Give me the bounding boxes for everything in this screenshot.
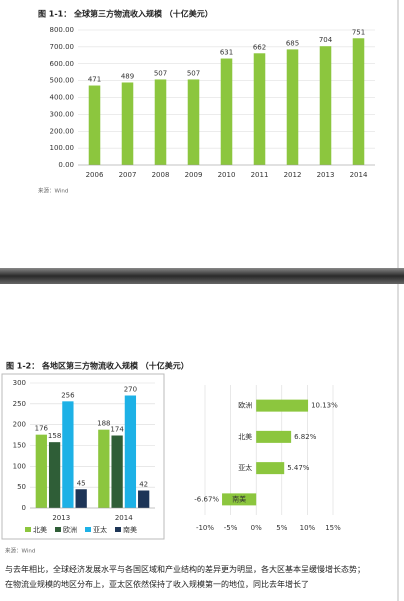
bar [124, 395, 137, 508]
data-label: 270 [124, 386, 137, 394]
data-label: 174 [110, 426, 124, 434]
data-label: 685 [286, 39, 299, 47]
x-tick-label: -10% [196, 524, 214, 532]
bar [256, 462, 285, 475]
y-tick-label: 700.00 [50, 43, 75, 51]
legend-label: 亚太 [93, 525, 107, 534]
y-tick-label: 600.00 [50, 60, 75, 68]
y-tick-label: 0.00 [58, 161, 74, 169]
bar [256, 399, 309, 412]
x-tick-label: 2006 [86, 171, 104, 179]
legend-label: 北美 [33, 525, 47, 534]
y-tick-label: 150 [13, 442, 26, 450]
category-label: 亚太 [238, 463, 252, 472]
chart-frame [1, 373, 165, 540]
x-tick-label: 2013 [52, 514, 70, 522]
x-tick-label: 2008 [152, 171, 170, 179]
data-label: 158 [48, 432, 61, 440]
y-tick-label: 50 [17, 483, 26, 491]
bar [222, 493, 257, 506]
category-label: 北美 [238, 432, 252, 441]
data-label: 507 [154, 69, 167, 77]
source: 来源：Wind [38, 187, 68, 195]
bar [187, 79, 200, 165]
y-tick-label: 100.00 [50, 144, 75, 152]
paragraph: 与去年相比，全球经济发展水平与各国区域和产业结构的差异更为明显，各大区基本呈缓慢… [5, 565, 365, 589]
data-label: 188 [97, 420, 110, 428]
data-label: 176 [35, 425, 49, 433]
chart-title: 图 1-2： 各地区第三方物流收入规模 （十亿美元） [6, 361, 189, 371]
chart-title: 图 1-1： 全球第三方物流收入规模 （十亿美元） [38, 9, 213, 19]
bar [220, 58, 233, 165]
legend-label: 欧洲 [63, 525, 77, 534]
bar [35, 434, 47, 508]
legend-swatch [25, 527, 31, 532]
x-tick-label: 2014 [350, 171, 368, 179]
data-label: 6.82% [294, 433, 317, 441]
legend-swatch [55, 527, 61, 532]
x-tick-label: 10% [300, 524, 316, 532]
y-tick-label: 200 [13, 421, 26, 429]
page-separator [0, 268, 404, 284]
legend-swatch [115, 527, 121, 532]
y-tick-label: 250 [13, 400, 26, 408]
x-tick-label: 2012 [284, 171, 302, 179]
x-tick-label: 2007 [119, 171, 137, 179]
data-label: 751 [352, 28, 365, 36]
bar [48, 442, 61, 508]
data-label: 10.13% [311, 402, 338, 410]
x-tick-label: 2013 [317, 171, 335, 179]
data-label: 5.47% [287, 464, 310, 472]
bar [111, 435, 123, 508]
legend-label: 南美 [123, 525, 137, 534]
y-tick-label: 300.00 [50, 110, 75, 118]
bar [256, 430, 292, 443]
x-tick-label: 2010 [218, 171, 236, 179]
x-tick-label: 2009 [185, 171, 203, 179]
bar [138, 490, 150, 508]
source: 来源：Wind [5, 547, 35, 555]
category-label: 南美 [232, 494, 246, 503]
x-tick-label: -5% [224, 524, 238, 532]
data-label: 631 [220, 49, 233, 57]
x-tick-label: 0% [251, 524, 262, 532]
y-tick-label: 800.00 [50, 26, 75, 34]
bar [98, 429, 110, 508]
y-tick-label: 100 [13, 462, 26, 470]
y-tick-label: 0 [22, 504, 26, 512]
x-tick-label: 5% [276, 524, 287, 532]
bar [253, 53, 266, 165]
data-label: 662 [253, 43, 266, 51]
data-label: 507 [187, 69, 200, 77]
x-tick-label: 2014 [115, 514, 133, 522]
legend-swatch [85, 527, 91, 532]
data-label: 704 [319, 36, 333, 44]
bar [88, 85, 101, 165]
y-tick-label: 200.00 [50, 127, 75, 135]
data-label: 42 [139, 481, 148, 489]
data-label: -6.67% [194, 495, 219, 503]
x-tick-label: 2011 [251, 171, 269, 179]
bar [62, 401, 74, 508]
data-label: 256 [61, 391, 75, 399]
bar [352, 38, 365, 165]
y-tick-label: 500.00 [50, 77, 75, 85]
bar [154, 79, 167, 165]
bar [286, 49, 299, 165]
data-label: 471 [88, 76, 101, 84]
data-label: 45 [77, 479, 86, 487]
y-tick-label: 300 [13, 379, 26, 387]
bar [121, 82, 134, 165]
data-label: 489 [121, 72, 134, 80]
y-tick-label: 400.00 [50, 94, 75, 102]
bar [75, 489, 87, 508]
x-tick-label: 15% [325, 524, 341, 532]
category-label: 欧洲 [238, 401, 252, 410]
bar [319, 46, 332, 166]
